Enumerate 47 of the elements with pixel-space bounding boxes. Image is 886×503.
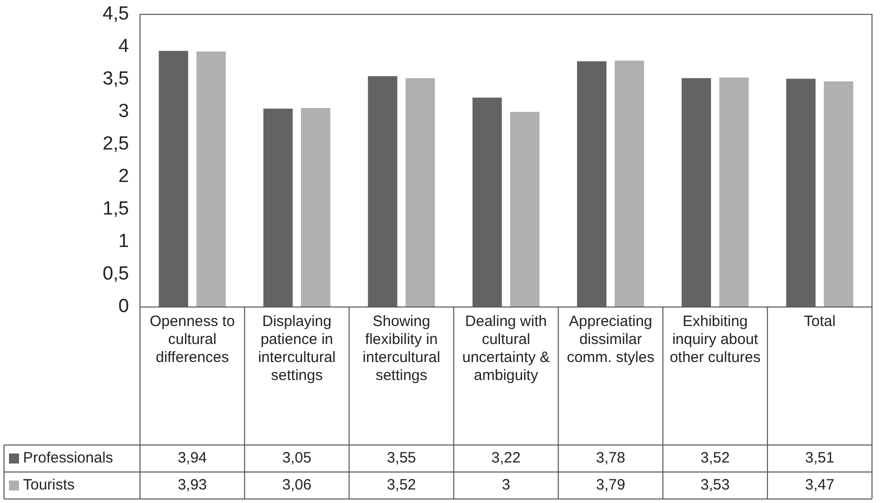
- x-tick-label: Dealing with cultural uncertainty & ambiguity: [462, 313, 550, 384]
- x-tick-label: Displaying patience in intercultural settings: [258, 313, 336, 384]
- legend-label: Tourists: [23, 476, 75, 494]
- bar: [682, 78, 711, 307]
- x-tick-label: Total: [804, 313, 836, 330]
- data-label: 3,51: [805, 450, 834, 467]
- bar: [824, 81, 854, 307]
- data-label: 3,22: [491, 450, 521, 467]
- data-label: 3,78: [596, 450, 626, 467]
- x-tick-label: Openness to cultural differences: [150, 313, 235, 366]
- x-tick-label: Exhibiting inquiry about other cultures: [670, 313, 761, 366]
- bar: [472, 98, 502, 307]
- data-label: 3,94: [178, 450, 207, 467]
- y-tick-label: 2: [118, 166, 129, 188]
- data-label: 3,52: [700, 450, 730, 467]
- data-label: 3,52: [386, 476, 416, 494]
- bar: [719, 77, 749, 307]
- x-tick-label: Appreciating dissimilar comm. styles: [566, 313, 654, 366]
- bar: [196, 51, 226, 307]
- bar: [301, 108, 330, 307]
- data-label: 3,79: [596, 476, 626, 494]
- data-label: 3,55: [386, 450, 416, 467]
- y-tick-label: 3: [118, 101, 129, 122]
- bar: [614, 60, 644, 307]
- bar: [510, 112, 540, 307]
- data-label: 3,06: [282, 476, 312, 494]
- bar: [263, 108, 293, 307]
- y-tick-label: 0: [118, 296, 129, 318]
- y-tick-label: 3,5: [102, 68, 129, 90]
- y-tick-label: 1,5: [102, 198, 129, 220]
- y-tick-label: 1: [118, 231, 129, 252]
- bar: [786, 78, 816, 307]
- legend-label: Professionals: [23, 450, 114, 467]
- data-label: 3,53: [700, 476, 730, 494]
- y-tick-label: 4,5: [102, 4, 129, 25]
- bar: [158, 50, 188, 307]
- bar: [406, 78, 435, 307]
- data-label: 3,05: [282, 450, 312, 467]
- y-tick-label: 2,5: [102, 134, 129, 155]
- data-label: 3,47: [805, 476, 834, 494]
- x-tick-label: Showing flexibility in intercultural settings: [362, 313, 440, 384]
- bar: [577, 61, 606, 307]
- bar: [368, 76, 398, 307]
- y-tick-label: 0,5: [102, 264, 129, 285]
- data-label: 3,93: [178, 476, 207, 494]
- y-tick-label: 4: [118, 36, 130, 58]
- data-label: 3: [502, 476, 510, 494]
